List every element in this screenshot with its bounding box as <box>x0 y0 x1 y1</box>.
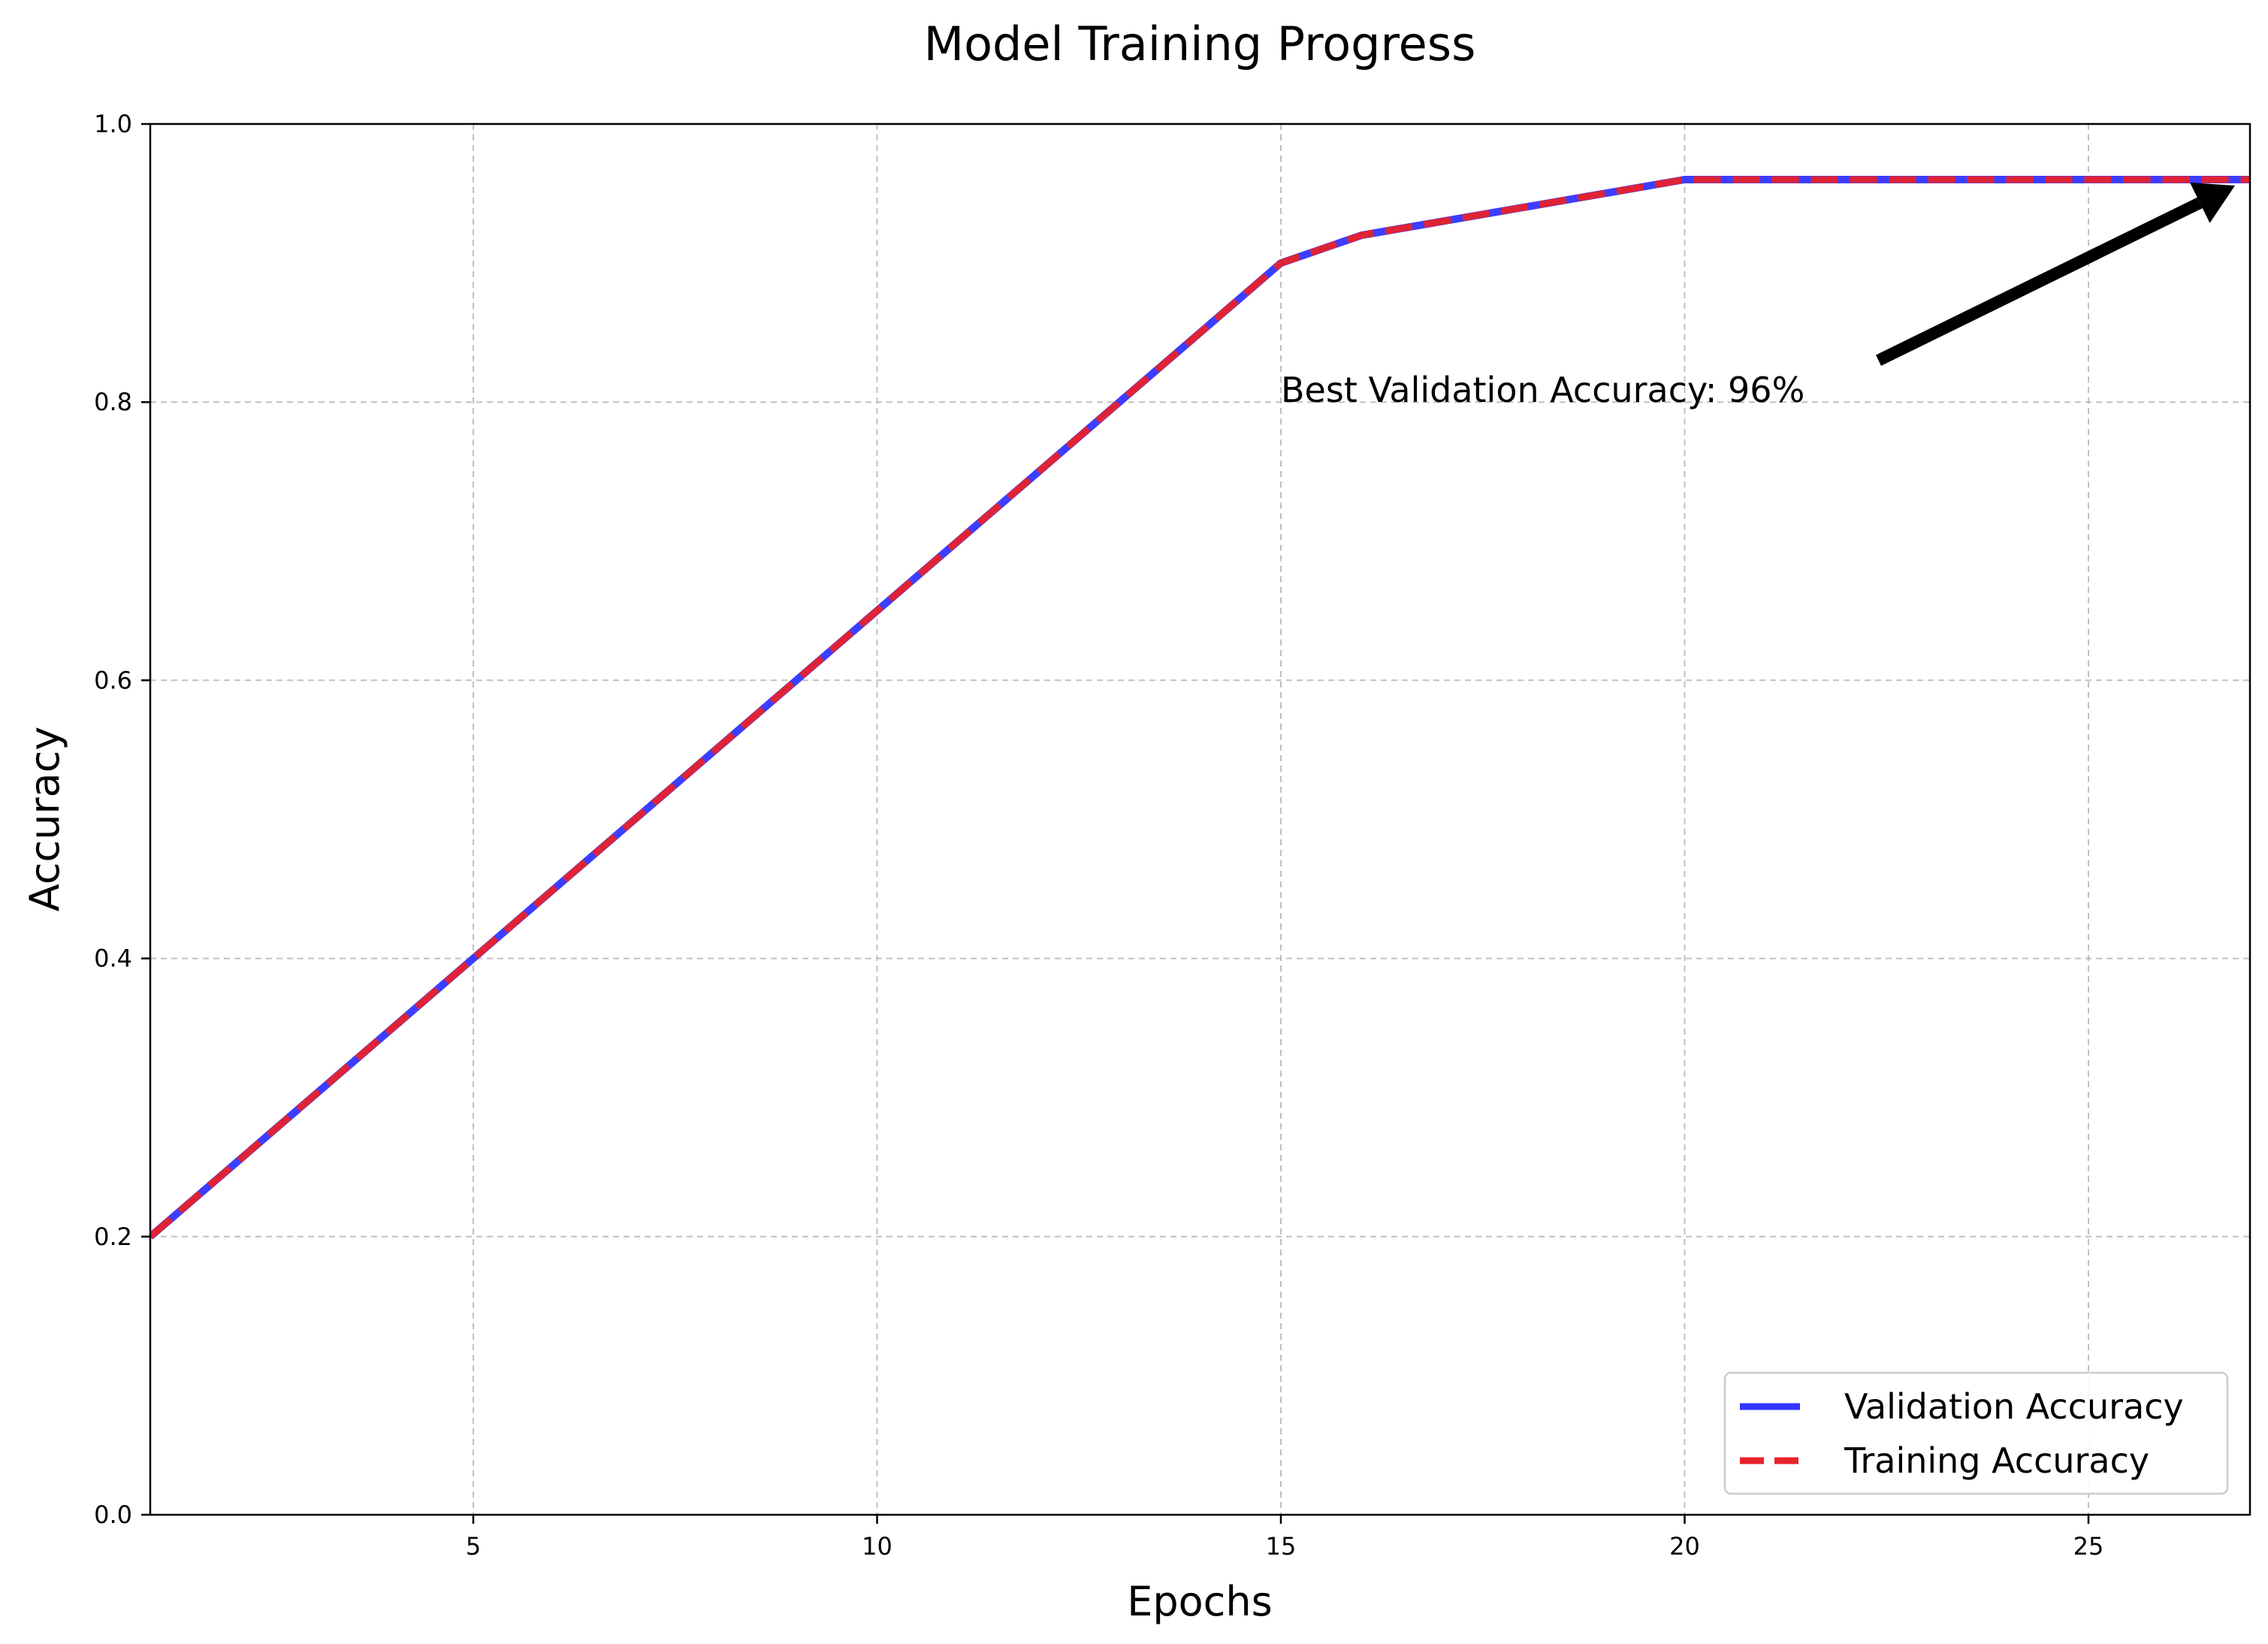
series-line-training-accuracy <box>150 176 2250 1240</box>
x-axis-label: Epochs <box>1127 1578 1272 1625</box>
legend-label-training-accuracy: Training Accuracy <box>1844 1440 2149 1481</box>
chart-title: Model Training Progress <box>924 17 1476 71</box>
grid-layer <box>150 124 2250 1515</box>
annotation-arrow-head <box>2190 183 2235 223</box>
tick-layer: 5 10 15 20 25 0.0 0.2 0.4 0.6 0.8 1.0 <box>94 110 2103 1561</box>
y-tick-label: 1.0 <box>94 110 132 138</box>
y-tick-label: 0.2 <box>94 1222 132 1251</box>
annotation-layer: Best Validation Accuracy: 96% <box>1281 183 2235 410</box>
x-tick-label: 25 <box>2073 1532 2104 1561</box>
y-tick-label: 0.4 <box>94 944 132 973</box>
series-layer <box>150 176 2250 1240</box>
x-tick-label: 15 <box>1266 1532 1297 1561</box>
x-tick-label: 10 <box>862 1532 892 1561</box>
legend-label-validation-accuracy: Validation Accuracy <box>1844 1386 2184 1427</box>
legend: Validation Accuracy Training Accuracy <box>1723 1371 2229 1495</box>
plot-frame <box>149 122 2251 1516</box>
y-tick-label: 0.8 <box>94 388 132 416</box>
x-tick-label: 5 <box>466 1532 481 1561</box>
y-tick-label: 0.6 <box>94 666 132 694</box>
annotation-arrow-shaft <box>1875 197 2203 366</box>
annotation-text: Best Validation Accuracy: 96% <box>1281 370 1804 410</box>
y-tick-label: 0.0 <box>94 1500 132 1529</box>
legend-box <box>1723 1371 2229 1495</box>
x-tick-label: 20 <box>1669 1532 1700 1561</box>
y-axis-label: Accuracy <box>21 727 68 912</box>
